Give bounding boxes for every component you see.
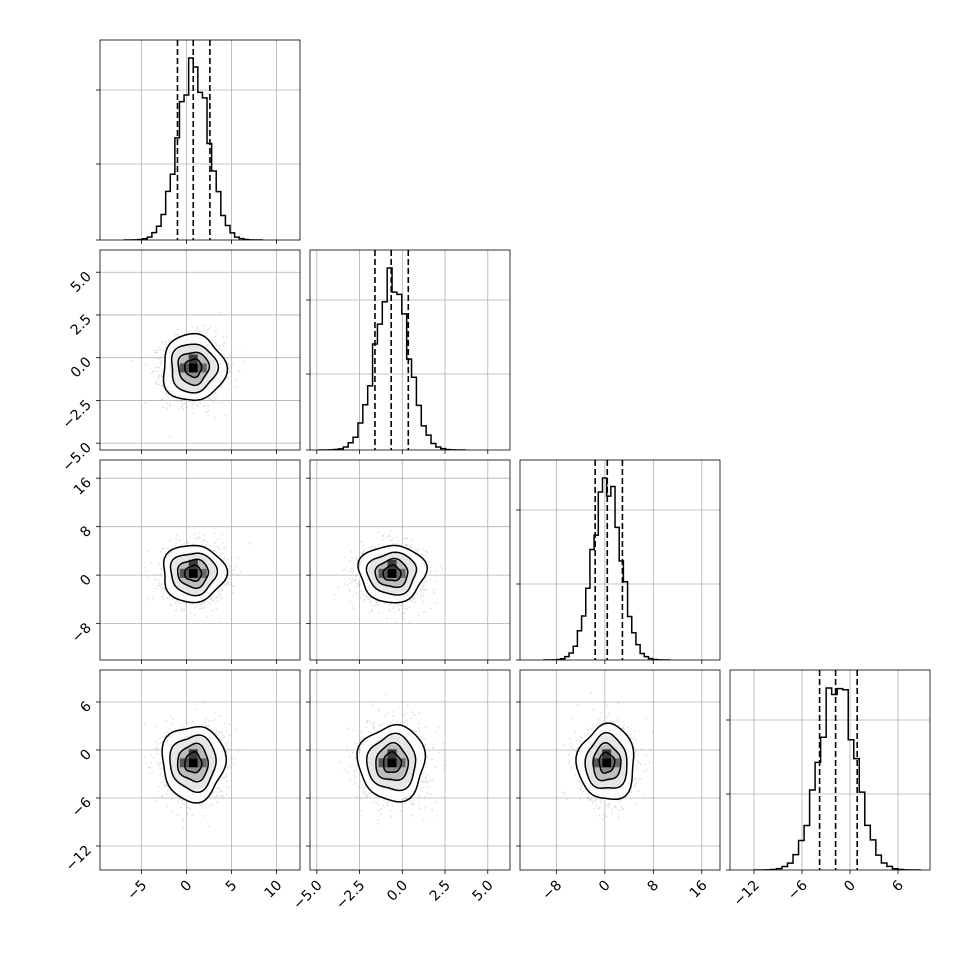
contour-line: [184, 751, 203, 774]
x-tick-label: 10: [261, 878, 285, 902]
contour-line: [176, 558, 210, 589]
density-peak: [188, 568, 198, 578]
density-panel-3-2: [310, 460, 510, 660]
x-tick-label: −6: [785, 877, 811, 903]
x-tick-label: 0.0: [384, 878, 411, 905]
panel-frame: [309, 669, 511, 871]
contour-line: [162, 544, 229, 604]
density-peak: [188, 758, 198, 768]
histogram-step: [753, 687, 921, 870]
contour-line: [365, 732, 417, 792]
x-tick-label: 2.5: [427, 878, 454, 905]
x-tick-label: 0: [596, 878, 614, 896]
contour-line: [356, 723, 427, 803]
panel-frame: [99, 39, 301, 241]
contour-line: [183, 358, 203, 379]
panel-frame: [309, 249, 511, 451]
contour-line: [183, 564, 203, 582]
panel-frame: [729, 669, 931, 871]
panel-frame: [99, 669, 301, 871]
density-panel-4-3: [520, 670, 720, 870]
density-panel-2-1: [100, 250, 300, 450]
panel-frame: [99, 459, 301, 661]
y-tick-label: −12: [63, 843, 95, 875]
contour-line: [176, 742, 210, 783]
density-peak: [188, 749, 198, 759]
density-peak: [387, 758, 397, 768]
y-tick-label: −8: [69, 620, 95, 646]
contour-line: [592, 742, 622, 782]
contour-line: [584, 731, 628, 789]
panel-frame: [519, 669, 721, 871]
y-tick-label: 0: [77, 747, 95, 765]
x-tick-label: 5: [223, 878, 241, 896]
panel-frame: [99, 249, 301, 451]
y-tick-label: 8: [77, 523, 95, 541]
density-peak: [188, 363, 198, 373]
histogram-panel-1: [100, 40, 300, 240]
y-tick-label: 5.0: [68, 269, 95, 296]
x-tick-label: −2.5: [333, 878, 368, 913]
contour-line: [169, 734, 217, 794]
panel-frame: [519, 459, 721, 661]
contour-line: [382, 751, 403, 774]
density-peak: [387, 749, 397, 759]
histogram-step: [318, 267, 466, 450]
density-peak: [602, 749, 612, 759]
y-tick-label: 16: [71, 475, 95, 499]
density-peak: [602, 758, 612, 768]
contour-line: [575, 722, 635, 801]
contour-line: [365, 551, 418, 596]
density-panel-4-2: [310, 670, 510, 870]
contour-line: [162, 332, 229, 401]
contour-line: [357, 544, 429, 604]
y-tick-label: 0: [77, 572, 95, 590]
contour-line: [375, 741, 410, 782]
x-tick-label: 0: [178, 878, 196, 896]
x-tick-label: −8: [539, 878, 565, 904]
contour-line: [177, 351, 211, 387]
x-tick-label: −5: [124, 878, 150, 904]
x-tick-label: −12: [731, 878, 763, 910]
contour-line: [170, 343, 220, 394]
histogram-panel-2: [310, 250, 510, 450]
contour-line: [382, 564, 402, 582]
x-tick-label: 0: [841, 878, 859, 896]
density-panel-4-1: [100, 670, 300, 870]
density-peak: [593, 758, 603, 768]
contour-line: [374, 557, 409, 589]
contour-line: [598, 751, 616, 774]
y-tick-label: 0.0: [68, 354, 95, 381]
contour-line: [169, 552, 219, 597]
histogram-panel-3: [520, 460, 720, 660]
density-panel-3-1: [100, 460, 300, 660]
density-peak: [611, 758, 621, 768]
histogram-panel-4: [730, 670, 930, 870]
panel-frame: [309, 459, 511, 661]
y-tick-label: −6: [69, 794, 95, 820]
density-peak: [188, 559, 198, 569]
x-tick-label: 8: [645, 878, 663, 896]
x-tick-label: 5.0: [470, 878, 497, 905]
contour-line: [161, 725, 228, 804]
y-tick-label: −2.5: [59, 397, 94, 432]
y-tick-label: 2.5: [68, 311, 95, 338]
y-tick-label: 6: [77, 698, 95, 716]
density-peak: [387, 568, 397, 578]
x-tick-label: 6: [889, 877, 907, 895]
y-tick-label: −5.0: [59, 440, 94, 475]
x-tick-label: −5.0: [290, 878, 325, 913]
x-tick-label: 16: [687, 877, 711, 901]
